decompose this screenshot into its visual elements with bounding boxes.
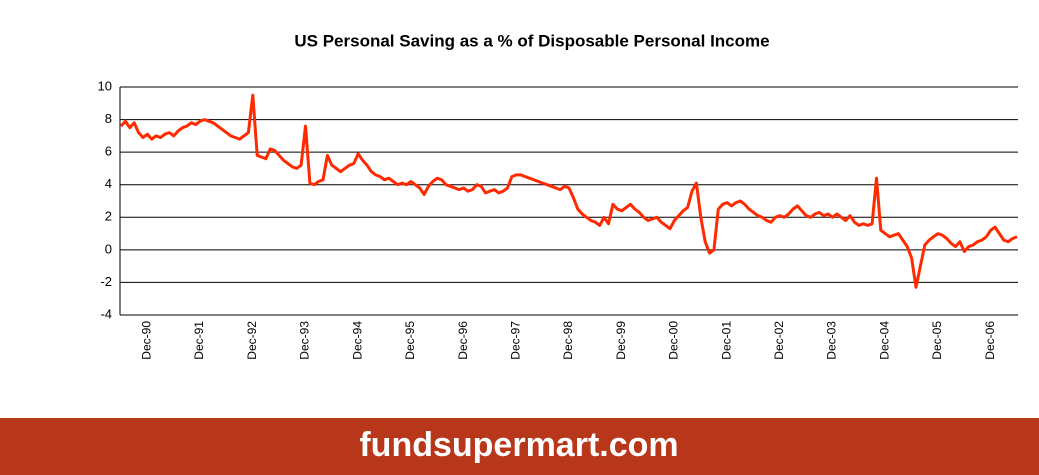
x-tick-label: Dec-00: [667, 321, 681, 360]
y-tick-label: -2: [100, 274, 112, 289]
x-tick-label: Dec-95: [403, 321, 417, 360]
y-tick-label: 2: [105, 209, 112, 224]
y-tick-label: 8: [105, 111, 112, 126]
x-tick-label: Dec-06: [983, 321, 997, 360]
x-tick-label: Dec-01: [719, 321, 733, 360]
x-tick-label: Dec-98: [561, 321, 575, 360]
x-tick-label: Dec-94: [350, 321, 364, 360]
y-tick-label: 0: [105, 241, 112, 256]
x-tick-label: Dec-99: [614, 321, 628, 360]
y-tick-label: 6: [105, 144, 112, 159]
x-tick-label: Dec-04: [877, 321, 891, 360]
x-tick-label: Dec-03: [825, 321, 839, 360]
x-tick-label: Dec-91: [192, 321, 206, 360]
chart-title: US Personal Saving as a % of Disposable …: [294, 31, 769, 50]
footer-banner: [0, 418, 1039, 475]
x-tick-label: Dec-05: [930, 321, 944, 360]
x-tick-label: Dec-90: [140, 321, 154, 360]
footer-text: fundsupermart.com: [359, 426, 678, 464]
y-tick-label: 4: [105, 176, 112, 191]
x-tick-label: Dec-96: [456, 321, 470, 360]
data-line: [119, 93, 1018, 289]
x-tick-label: Dec-92: [245, 321, 259, 360]
x-tick-label: Dec-93: [298, 321, 312, 360]
y-tick-label: -4: [100, 306, 112, 321]
y-tick-label: 10: [98, 78, 112, 93]
x-tick-label: Dec-97: [508, 321, 522, 360]
x-tick-label: Dec-02: [772, 321, 786, 360]
